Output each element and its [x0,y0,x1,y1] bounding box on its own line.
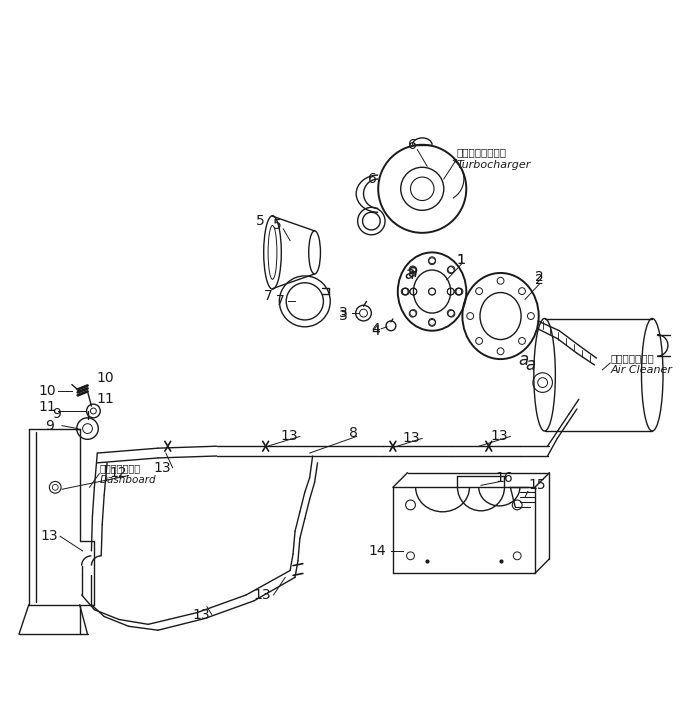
Text: 10: 10 [38,385,56,398]
Text: 2: 2 [535,273,544,287]
Text: 10: 10 [97,371,114,385]
Text: 13: 13 [192,608,210,622]
Text: 9: 9 [45,419,54,433]
Text: 15: 15 [528,478,545,492]
Text: 5: 5 [256,214,264,228]
Text: 6: 6 [369,172,377,186]
Text: ターボチャージャ: ターボチャージャ [456,148,506,158]
Text: Turbocharger: Turbocharger [456,160,531,170]
Text: 3: 3 [339,309,348,323]
Text: 12: 12 [109,465,127,480]
Text: Air Cleaner: Air Cleaner [610,365,672,375]
Text: 2: 2 [535,270,544,284]
Text: 8: 8 [349,427,358,441]
Text: 1: 1 [456,253,465,268]
Text: 16: 16 [496,470,514,484]
Text: 13: 13 [403,431,421,446]
Text: 7: 7 [264,289,273,303]
Text: 11: 11 [97,393,114,406]
Text: 1: 1 [456,253,465,268]
Text: Dashboard: Dashboard [99,475,156,486]
Text: 11: 11 [38,400,56,414]
Text: 4: 4 [371,322,380,336]
Text: a: a [408,263,418,281]
Text: ダッシュボード: ダッシュボード [99,463,140,473]
Text: a: a [518,351,528,369]
Text: 13: 13 [490,430,508,443]
Text: 7: 7 [275,294,284,308]
Text: 13: 13 [254,588,271,602]
Text: 13: 13 [280,430,298,443]
Text: 5: 5 [273,218,282,232]
Text: 9: 9 [52,407,61,421]
Text: 13: 13 [40,529,58,543]
Text: 4: 4 [371,324,380,338]
Text: a: a [525,356,535,374]
Text: エアークリーナ: エアークリーナ [610,353,654,363]
Text: 3: 3 [339,306,348,320]
Text: 13: 13 [153,461,171,475]
Text: 14: 14 [369,544,386,558]
Text: a: a [405,265,415,283]
Text: 6: 6 [408,137,416,152]
